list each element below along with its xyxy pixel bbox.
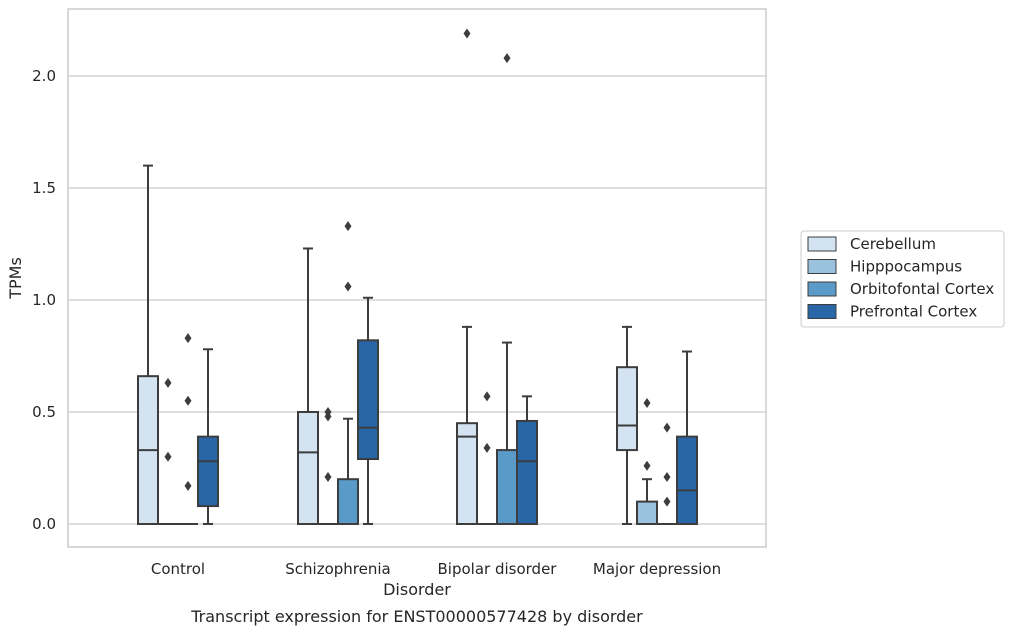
box-iqr [616, 366, 638, 452]
box-cerebellum [297, 247, 319, 525]
legend-label: Orbitofontal Cortex [850, 280, 994, 298]
legend-label: Cerebellum [850, 235, 936, 253]
y-tick-label: 1.0 [32, 291, 56, 309]
y-tick-label: 2.0 [32, 67, 56, 85]
legend-frame [800, 230, 1005, 328]
x-tick-labels: Control Schizophrenia Bipolar disorder Majo… [151, 560, 721, 578]
x-axis-label: Disorder [383, 580, 451, 599]
outlier-point [164, 377, 172, 388]
box-prefrontal-cortex [197, 348, 219, 525]
box-orbitofontal-cortex [496, 53, 518, 525]
box-iqr [456, 422, 478, 526]
x-tick-label: Major depression [593, 560, 721, 578]
outlier-point [463, 28, 471, 39]
box-hipppocampus [477, 391, 497, 525]
outlier-point [643, 460, 651, 471]
outlier-point [324, 407, 332, 417]
box-orbitofontal-cortex [657, 422, 677, 525]
box-iqr [297, 411, 319, 525]
legend-label: Prefrontal Cortex [850, 303, 977, 321]
box-hipppocampus [158, 377, 178, 525]
outlier-point [663, 496, 671, 507]
x-tick-label: Schizophrenia [285, 560, 390, 578]
y-axis-label: TPMs [6, 257, 25, 300]
gridlines [68, 75, 766, 525]
box-hipppocampus [636, 398, 658, 526]
outlier-point [643, 398, 651, 409]
outlier-point [663, 471, 671, 482]
outlier-point [344, 221, 352, 232]
chart-caption: Transcript expression for ENST0000057742… [190, 607, 643, 626]
box-prefrontal-cortex [516, 395, 538, 525]
legend-label: Hipppocampus [850, 258, 962, 276]
outlier-point [483, 442, 491, 453]
box-cerebellum [616, 325, 638, 525]
outlier-point [184, 480, 192, 491]
outlier-point [483, 391, 491, 402]
outlier-point [324, 471, 332, 482]
y-tick-label: 0.5 [32, 403, 56, 421]
box-iqr [676, 435, 698, 526]
box-iqr [197, 435, 219, 508]
outlier-point [164, 451, 172, 462]
box-cerebellum [137, 164, 159, 525]
box-iqr [357, 339, 379, 461]
box-cerebellum [456, 28, 478, 526]
axes-frame [67, 8, 767, 548]
box-iqr [636, 500, 658, 526]
outlier-point [344, 281, 352, 292]
outlier-point [184, 333, 192, 344]
box-prefrontal-cortex [676, 350, 698, 526]
legend-swatch [807, 304, 837, 319]
legend-swatch [807, 281, 837, 297]
x-tick-label: Bipolar disorder [438, 560, 558, 578]
box-prefrontal-cortex [357, 296, 379, 525]
box-iqr [516, 419, 538, 525]
y-tick-label: 1.5 [32, 179, 56, 197]
y-tick-label: 0.0 [32, 515, 56, 533]
legend: Cerebellum Hipppocampus Orbitofontal Corte… [800, 230, 1005, 328]
outlier-point [503, 53, 511, 64]
box-orbitofontal-cortex [178, 333, 198, 525]
outlier-point [663, 422, 671, 433]
box-iqr [496, 449, 518, 525]
outlier-point [184, 395, 192, 406]
box-iqr [337, 478, 359, 526]
legend-swatch [807, 236, 837, 252]
box-hipppocampus [318, 407, 338, 525]
y-tick-labels: 0.0 0.5 1.0 1.5 2.0 [32, 67, 56, 533]
box-orbitofontal-cortex [337, 221, 359, 526]
legend-swatch [807, 259, 837, 274]
plot-area [137, 28, 698, 526]
x-tick-label: Control [151, 560, 205, 578]
